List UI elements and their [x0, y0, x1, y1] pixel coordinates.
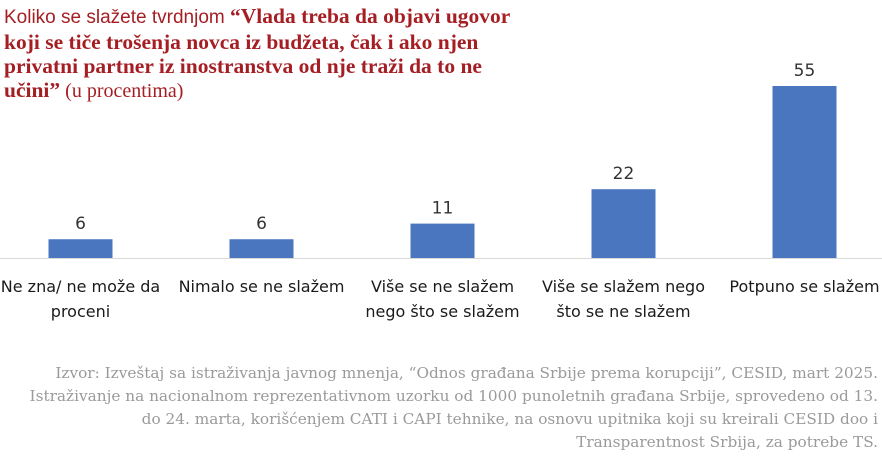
data-label-1: 6 — [75, 214, 86, 234]
bar-5 — [772, 86, 837, 258]
bar-3 — [410, 223, 475, 258]
bar-1 — [48, 239, 113, 258]
category-label-2: Nimalo se ne slažem — [178, 277, 345, 296]
chart-title: Koliko se slažete tvrdnjom “Vlada treba … — [4, 4, 524, 103]
bars-group: 6 6 11 22 55 — [48, 61, 837, 258]
data-label-3: 11 — [432, 199, 454, 219]
data-label-2: 6 — [256, 214, 267, 234]
category-label-1: Ne zna/ ne može da proceni — [0, 277, 161, 321]
data-label-4: 22 — [613, 164, 635, 184]
title-quote: “Vlada treba da objavi ugovor koji se ti… — [4, 4, 510, 102]
bar-2 — [229, 239, 294, 258]
title-lead: Koliko se slažete tvrdnjom — [4, 7, 230, 28]
title-tail: (u procentima) — [60, 80, 184, 102]
source-note: Izvor: Izveštaj sa istraživanja javnog m… — [29, 364, 878, 451]
bar-4 — [591, 189, 656, 258]
bar-chart: 6 6 11 22 55 — [0, 61, 882, 259]
data-label-5: 55 — [794, 61, 816, 81]
category-label-3: Više se ne slažem nego što se slažem — [365, 277, 520, 321]
category-label-5: Potpuno se slažem — [729, 277, 880, 296]
category-label-4: Više se slažem nego što se ne slažem — [542, 277, 705, 321]
